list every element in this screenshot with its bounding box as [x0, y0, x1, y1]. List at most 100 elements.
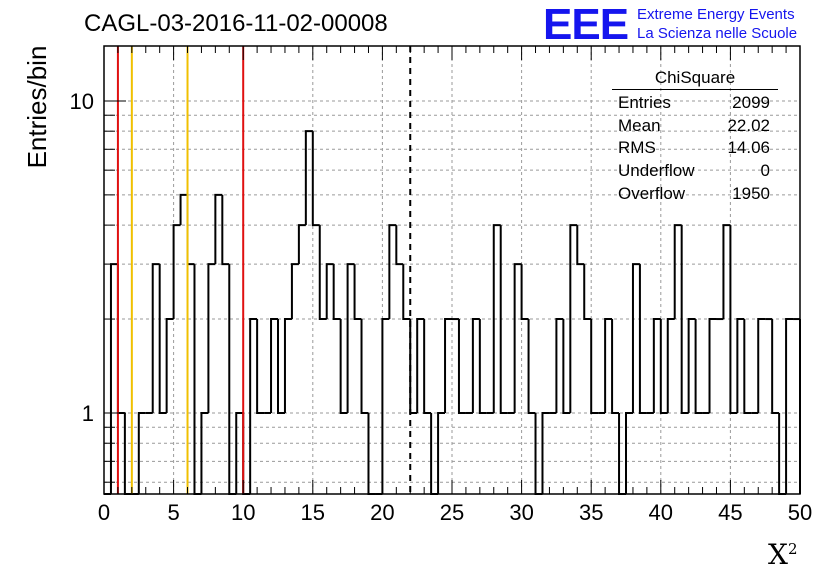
- x-tick-label: 50: [788, 500, 812, 525]
- histogram-bin: [311, 131, 320, 227]
- y-tick-label: 1: [82, 401, 94, 426]
- histogram-bin: [757, 318, 766, 413]
- histogram-bin: [527, 319, 536, 414]
- histogram-bin: [492, 224, 501, 413]
- histogram-bin: [478, 319, 487, 414]
- x-tick-label: 15: [301, 500, 325, 525]
- y-tick-label: 10: [70, 89, 94, 114]
- histogram-bin: [722, 224, 731, 320]
- histogram-bin: [625, 411, 633, 494]
- histogram-bin: [200, 411, 209, 494]
- histogram-bin: [270, 318, 278, 413]
- histogram-bin: [256, 319, 265, 414]
- histogram-bin: [444, 318, 452, 413]
- histogram-bin: [402, 264, 411, 321]
- histogram-bin: [137, 411, 146, 494]
- histogram-bin: [562, 319, 571, 414]
- histogram-bin: [304, 130, 313, 226]
- x-tick-label: 30: [509, 500, 533, 525]
- histogram-bin: [283, 318, 292, 413]
- histogram-bin: [165, 318, 174, 413]
- histogram-bin: [277, 319, 285, 414]
- histogram-bin: [235, 411, 244, 494]
- stats-row-entries: Entries 2099: [618, 93, 770, 112]
- histogram-bin: [416, 318, 425, 413]
- histogram-bin: [457, 319, 466, 414]
- histogram-bin: [290, 263, 299, 320]
- histogram-bin: [680, 225, 689, 414]
- histogram-bin: [590, 319, 599, 414]
- histogram-bin: [771, 319, 780, 414]
- histogram-bin: [381, 318, 390, 494]
- histogram-bin: [325, 263, 334, 320]
- stats-row-mean: Mean 22.02: [618, 115, 770, 135]
- stats-row-underflow: Underflow 0: [618, 161, 770, 181]
- histogram-bin: [499, 225, 508, 414]
- histogram-bin: [332, 264, 341, 321]
- histogram-bin: [604, 318, 613, 413]
- x-tick-label: 45: [718, 500, 742, 525]
- histogram-bin: [569, 224, 578, 413]
- stats-title: ChiSquare: [612, 68, 778, 90]
- histogram-bin: [471, 318, 480, 413]
- histogram-bin: [360, 319, 369, 414]
- histogram-bin: [673, 224, 682, 320]
- histogram-bin: [158, 264, 167, 414]
- x-tick-label: 20: [370, 500, 394, 525]
- y-axis-label: Entries/bin: [22, 45, 52, 169]
- histogram-bin: [729, 225, 738, 414]
- histogram-bin: [736, 318, 745, 413]
- stats-box: ChiSquare Entries 2099 Mean 22.02 RMS 14.06…: [612, 68, 778, 205]
- histogram-bin: [555, 318, 564, 413]
- histogram-bin: [785, 318, 794, 494]
- histogram-bin: [541, 411, 550, 494]
- histogram-bin: [666, 318, 675, 413]
- x-tick-label: 25: [440, 500, 464, 525]
- histogram-bin: [116, 264, 125, 414]
- histogram-bin: [395, 225, 404, 266]
- histogram-bin: [214, 193, 223, 265]
- x-tick-label: 0: [98, 500, 110, 525]
- x-axis-label: X2: [768, 538, 798, 571]
- logo-line-1: Extreme Energy Events: [637, 6, 795, 23]
- x-tick-label: 5: [167, 500, 179, 525]
- histogram-bin: [743, 319, 752, 414]
- histogram-bin: [659, 319, 668, 414]
- histogram-bin: [583, 264, 592, 321]
- histogram-bin: [388, 224, 397, 320]
- histogram-bin: [318, 225, 327, 321]
- chart-title: CAGL-03-2016-11-02-00008: [84, 10, 388, 37]
- histogram-bin: [520, 264, 529, 321]
- histogram-bin: [513, 263, 522, 413]
- histogram-bin: [207, 263, 216, 413]
- histogram-bin: [437, 411, 446, 494]
- histogram-bin: [346, 263, 355, 413]
- x-tick-label: 35: [579, 500, 603, 525]
- x-tick-label: 40: [649, 500, 673, 525]
- histogram-bin: [353, 264, 362, 321]
- histogram-bin: [249, 318, 258, 494]
- histogram-bin: [576, 225, 585, 266]
- histogram-bin: [109, 263, 118, 494]
- histogram-bin: [631, 263, 640, 413]
- histogram-bin: [687, 318, 696, 413]
- histogram-bin: [423, 319, 432, 414]
- histogram-bin: [708, 318, 717, 413]
- stats-row-overflow: Overflow 1950: [618, 183, 770, 203]
- histogram-bin: [339, 319, 348, 414]
- logo-line-2: La Scienza nelle Scuole: [637, 25, 798, 42]
- stats-row-rms: RMS 14.06: [618, 138, 770, 158]
- histogram-bin: [228, 264, 237, 495]
- histogram-bin: [638, 264, 647, 414]
- histogram-bin: [151, 263, 160, 413]
- histogram-bin: [172, 224, 181, 320]
- histogram-bin: [186, 194, 195, 266]
- histogram-bin: [611, 319, 620, 414]
- histogram-bin: [409, 319, 418, 414]
- histogram-bin: [652, 318, 661, 413]
- histogram-bin: [694, 319, 703, 414]
- x-tick-label: 10: [231, 500, 255, 525]
- histogram-bin: [193, 264, 202, 495]
- histogram-bin: [179, 193, 188, 226]
